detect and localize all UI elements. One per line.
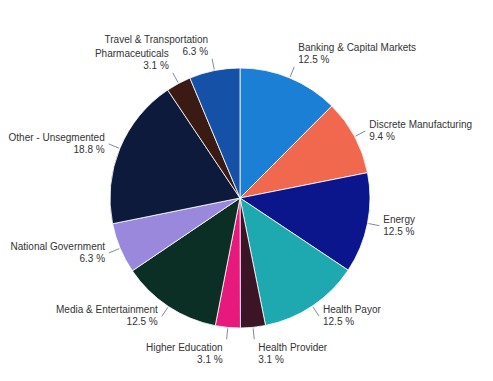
slice-label: Higher Education3.1 % (146, 342, 223, 365)
leader-line (313, 307, 319, 316)
slice-label: National Government6.3 % (11, 241, 106, 264)
category-label: National Government (11, 241, 106, 252)
data-label: 3.1 % (143, 60, 169, 71)
data-label: 12.5 % (298, 54, 329, 65)
leader-line (212, 59, 214, 70)
data-label: 12.5 % (127, 316, 158, 327)
category-label: Health Provider (258, 342, 328, 353)
leader-line (290, 67, 294, 77)
slice (240, 198, 266, 328)
slice-label: Health Provider3.1 % (258, 342, 328, 365)
leader-line (356, 131, 366, 136)
category-label: Media & Entertainment (56, 304, 158, 315)
slice-label: Discrete Manufacturing9.4 % (369, 119, 472, 142)
slice-label: Travel & Transportation6.3 % (105, 34, 209, 57)
leader-line (162, 307, 168, 316)
category-label: Discrete Manufacturing (369, 119, 472, 130)
data-label: 12.5 % (383, 226, 414, 237)
data-label: 3.1 % (197, 354, 223, 365)
slice-label: Banking & Capital Markets12.5 % (298, 42, 416, 65)
leader-line (173, 73, 178, 83)
category-label: Banking & Capital Markets (298, 42, 416, 53)
labels: Banking & Capital Markets12.5 %Discrete … (9, 34, 473, 366)
data-label: 6.3 % (183, 46, 209, 57)
leader-line (109, 249, 119, 253)
category-label: Travel & Transportation (105, 34, 209, 45)
slice-label: Pharmaceuticals3.1 % (95, 48, 169, 71)
data-label: 6.3 % (79, 253, 105, 264)
leader-line (253, 328, 254, 339)
slice-label: Media & Entertainment12.5 % (56, 304, 158, 327)
category-label: Higher Education (146, 342, 223, 353)
data-label: 12.5 % (323, 316, 354, 327)
leader-line (109, 144, 119, 148)
data-label: 18.8 % (74, 144, 105, 155)
slice-label: Health Payor12.5 % (323, 304, 381, 327)
pie (110, 68, 370, 328)
data-label: 3.1 % (258, 354, 284, 365)
category-label: Pharmaceuticals (95, 48, 169, 59)
slice (190, 68, 240, 198)
chart: Banking & Capital Markets12.5 %Discrete … (0, 0, 493, 381)
category-label: Energy (383, 214, 415, 225)
category-label: Other - Unsegmented (9, 132, 105, 143)
data-label: 9.4 % (369, 131, 395, 142)
leader-line (227, 328, 228, 339)
category-label: Health Payor (323, 304, 381, 315)
slice-label: Other - Unsegmented18.8 % (9, 132, 105, 155)
leader-line (368, 224, 379, 226)
slice-label: Energy12.5 % (383, 214, 415, 237)
